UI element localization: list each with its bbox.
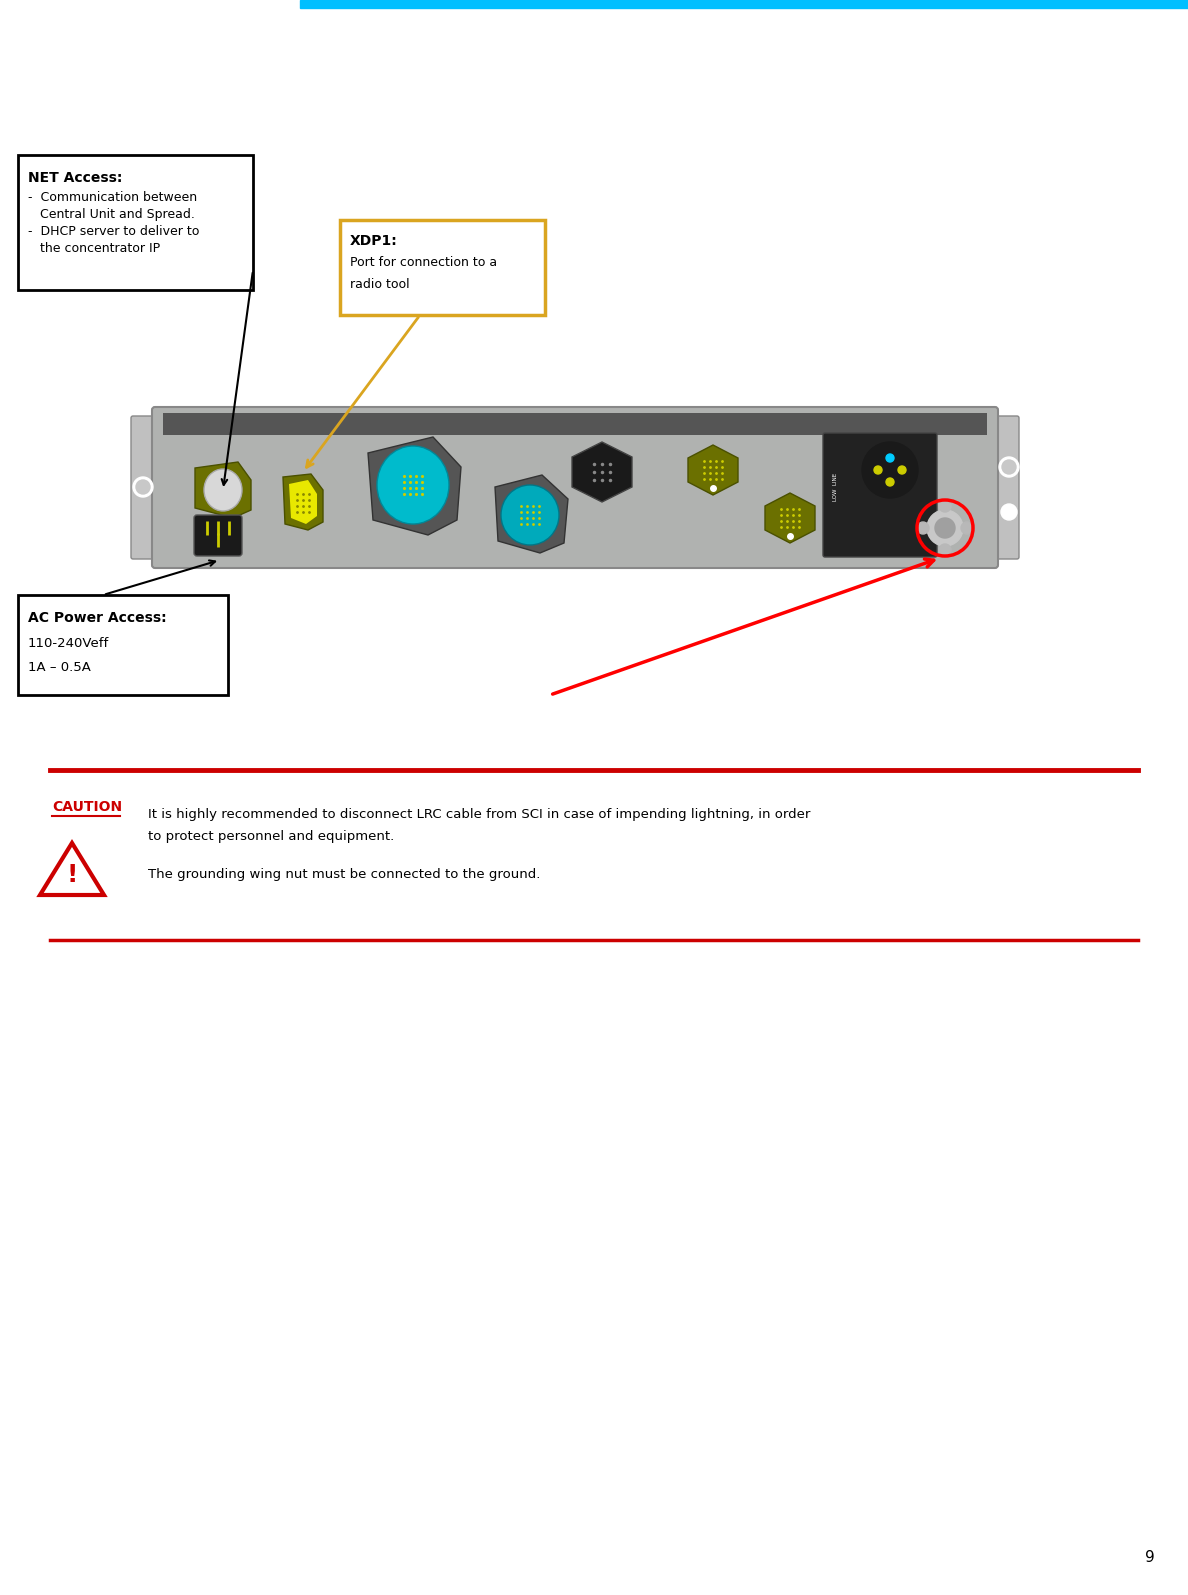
Text: NET: NET — [217, 421, 228, 426]
FancyBboxPatch shape — [152, 407, 998, 568]
Circle shape — [961, 522, 973, 534]
Ellipse shape — [501, 485, 560, 545]
FancyBboxPatch shape — [131, 416, 160, 558]
Text: FUSE: FUSE — [246, 463, 260, 467]
Text: Central Unit and Spread.: Central Unit and Spread. — [29, 207, 195, 222]
Polygon shape — [283, 474, 323, 530]
Text: the concentrator IP: the concentrator IP — [29, 242, 160, 255]
Text: LOW  LINE: LOW LINE — [833, 474, 838, 501]
Circle shape — [135, 480, 150, 494]
Polygon shape — [368, 437, 461, 534]
Circle shape — [862, 442, 918, 498]
Ellipse shape — [377, 447, 449, 525]
Text: TA: TA — [402, 421, 409, 426]
Text: It is highly recommended to disconnect LRC cable from SCI in case of impending l: It is highly recommended to disconnect L… — [148, 809, 810, 821]
Ellipse shape — [204, 469, 242, 510]
Circle shape — [133, 477, 153, 498]
Polygon shape — [195, 463, 251, 518]
Circle shape — [939, 544, 952, 557]
Circle shape — [935, 518, 955, 538]
Text: XDP2: XDP2 — [577, 421, 593, 426]
Text: NET Access:: NET Access: — [29, 171, 122, 185]
Text: to protect personnel and equipment.: to protect personnel and equipment. — [148, 829, 394, 844]
Bar — [18, 155, 253, 290]
Text: XDP1: XDP1 — [285, 421, 301, 426]
Text: The grounding wing nut must be connected to the ground.: The grounding wing nut must be connected… — [148, 868, 541, 880]
Text: 110-240Veff: 110-240Veff — [29, 636, 109, 651]
Text: CAUTION: CAUTION — [52, 801, 122, 813]
Text: -  DHCP server to deliver to: - DHCP server to deliver to — [29, 225, 200, 238]
Text: Port for connection to a: Port for connection to a — [346, 257, 497, 270]
Text: !: ! — [67, 863, 77, 887]
Text: XDP1:: XDP1: — [350, 234, 398, 247]
Circle shape — [927, 510, 963, 545]
Text: BLASTER2: BLASTER2 — [776, 421, 804, 426]
FancyBboxPatch shape — [990, 416, 1019, 558]
Text: radio tool: radio tool — [346, 278, 410, 290]
Polygon shape — [495, 475, 568, 553]
Circle shape — [1001, 504, 1017, 520]
Polygon shape — [571, 442, 632, 502]
Circle shape — [886, 455, 895, 463]
Circle shape — [886, 478, 895, 486]
Circle shape — [1001, 459, 1016, 474]
Text: BLASTER1: BLASTER1 — [701, 421, 729, 426]
Polygon shape — [765, 493, 815, 542]
Bar — [340, 220, 545, 314]
Bar — [163, 413, 987, 435]
Text: LOW  LINE: LOW LINE — [871, 421, 899, 426]
Polygon shape — [40, 844, 105, 895]
Circle shape — [999, 458, 1019, 477]
Text: 9: 9 — [1145, 1550, 1155, 1565]
Bar — [301, 0, 1188, 8]
Polygon shape — [688, 445, 738, 494]
Text: POWER: POWER — [213, 512, 233, 517]
Text: -  Communication between: - Communication between — [29, 191, 197, 204]
Bar — [18, 595, 228, 695]
Circle shape — [917, 522, 929, 534]
Circle shape — [898, 466, 906, 474]
Text: 1A – 0.5A: 1A – 0.5A — [29, 660, 90, 675]
Text: AC Power Access:: AC Power Access: — [29, 611, 166, 625]
Circle shape — [939, 499, 952, 512]
FancyBboxPatch shape — [823, 432, 937, 557]
FancyBboxPatch shape — [194, 515, 242, 557]
Polygon shape — [289, 480, 317, 525]
Circle shape — [874, 466, 881, 474]
